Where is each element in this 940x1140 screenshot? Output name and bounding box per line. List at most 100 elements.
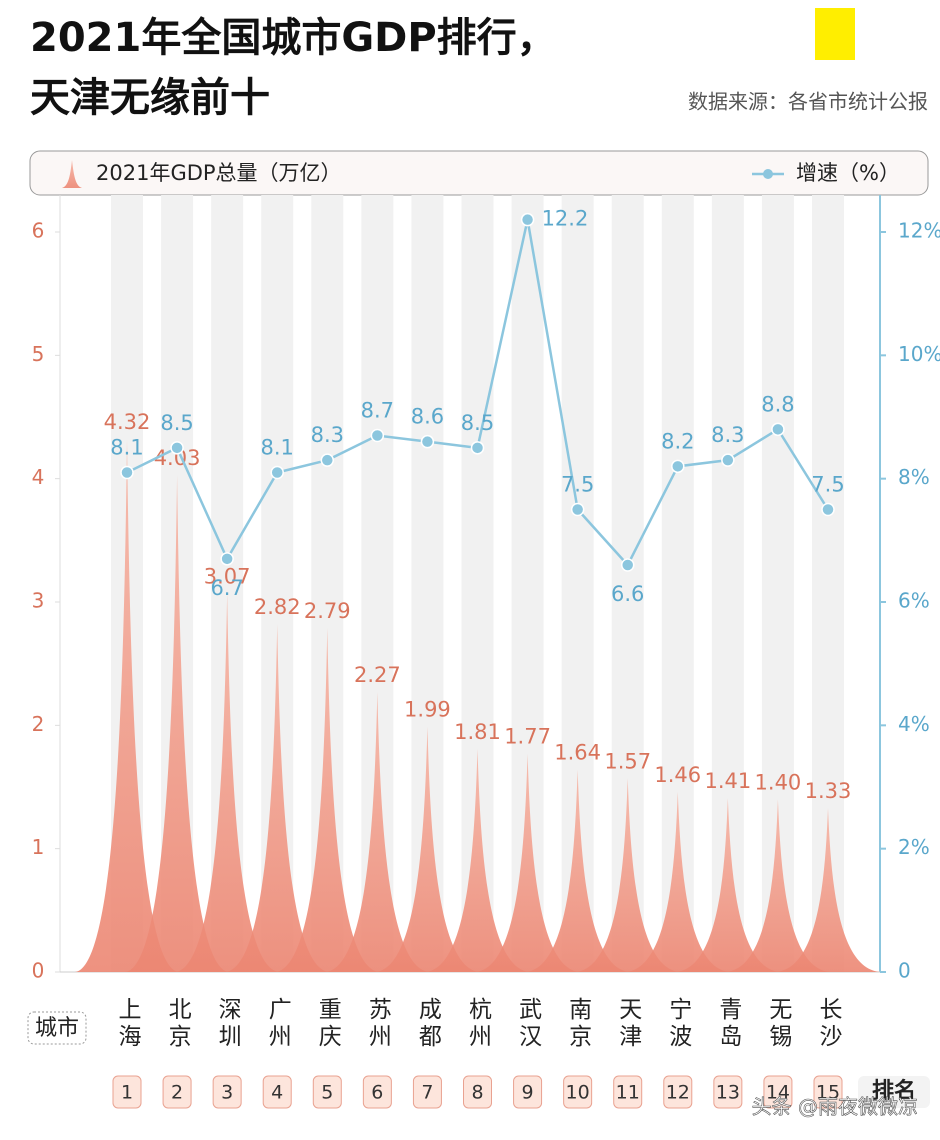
spike <box>575 778 680 972</box>
growth-point <box>320 453 335 467</box>
growth-label: 12.2 <box>542 207 589 231</box>
growth-label: 6.7 <box>210 576 243 600</box>
gdp-label: 1.40 <box>755 770 802 794</box>
category-label: 苏州 <box>364 997 392 1051</box>
growth-point <box>370 428 385 443</box>
growth-point <box>771 422 785 437</box>
category-label: 北京 <box>164 997 192 1051</box>
rank-box <box>412 1075 442 1109</box>
growth-point <box>520 212 535 227</box>
gdp-label: 1.46 <box>654 763 701 787</box>
spike <box>475 753 580 972</box>
rank-label: 14 <box>766 1082 790 1104</box>
rank-box <box>112 1075 142 1109</box>
y-tick-label: 0 <box>32 959 45 983</box>
chart-subtitle: 天津无缘前十 <box>30 75 270 121</box>
category-label: 广州 <box>264 997 292 1051</box>
watermark: 头条 @雨夜微微凉 <box>752 1095 918 1119</box>
rank-label: 13 <box>716 1082 740 1104</box>
gdp-label: 1.57 <box>604 749 651 773</box>
spike <box>75 439 179 972</box>
spike <box>425 748 530 972</box>
rank-box <box>813 1075 843 1109</box>
rank-label: 9 <box>522 1082 534 1104</box>
gdp-label: 2.79 <box>304 599 351 623</box>
rank-label: 7 <box>421 1082 433 1104</box>
category-label: 南京 <box>565 997 592 1051</box>
growth-point <box>120 465 134 480</box>
category-label: 武汉 <box>515 997 543 1051</box>
growth-point <box>470 441 485 455</box>
rank-label: 5 <box>321 1082 333 1104</box>
growth-label: 8.1 <box>261 436 294 460</box>
spike <box>125 474 230 972</box>
legend-label: 增速（%） <box>796 161 900 185</box>
spike <box>225 624 330 972</box>
rank-label: 8 <box>471 1082 483 1104</box>
growth-point <box>671 459 685 474</box>
gdp-label: 1.64 <box>554 741 601 765</box>
y2-tick-label: 6% <box>898 589 930 613</box>
y-tick-label: 3 <box>32 589 45 613</box>
growth-point <box>270 465 284 480</box>
y-tick-label: 6 <box>32 219 45 243</box>
y-tick-label: 2 <box>32 712 45 736</box>
growth-label: 7.5 <box>811 473 844 497</box>
gdp-label: 1.33 <box>805 779 852 803</box>
growth-point <box>570 502 585 517</box>
category-label: 青岛 <box>715 997 742 1051</box>
category-label: 长沙 <box>815 997 843 1051</box>
legend-spike <box>62 160 82 188</box>
spike <box>325 692 430 972</box>
legend: 2021年GDP总量（万亿） 增速（%） <box>62 160 900 188</box>
category-label: 天津 <box>615 997 643 1051</box>
growth-label: 8.5 <box>461 411 494 435</box>
y2-tick-label: 12% <box>898 219 940 243</box>
y-tick-label: 5 <box>32 342 45 366</box>
rank-box <box>362 1075 392 1109</box>
rank-label: 3 <box>221 1082 233 1104</box>
rank-box <box>162 1075 192 1109</box>
category-label: 上海 <box>114 997 142 1051</box>
rank-box <box>513 1075 543 1109</box>
rank-label: 11 <box>616 1082 640 1104</box>
spike <box>375 726 480 972</box>
rank-label: 15 <box>816 1082 840 1104</box>
rank-label: 4 <box>271 1082 283 1104</box>
growth-point <box>821 502 835 517</box>
gdp-label: 1.81 <box>454 720 501 744</box>
rank-label: 2 <box>171 1082 183 1104</box>
growth-point <box>721 453 735 467</box>
rank-label: 6 <box>371 1082 383 1104</box>
source: 数据来源：各省市统计公报 <box>688 90 928 114</box>
growth-label: 8.1 <box>110 436 143 460</box>
gdp-label: 4.32 <box>104 410 151 434</box>
growth-label: 8.7 <box>361 399 394 423</box>
rank-label: 12 <box>666 1082 690 1104</box>
spike <box>776 807 880 972</box>
growth-point <box>420 434 435 449</box>
rank-box <box>713 1075 743 1109</box>
growth-point <box>220 552 234 566</box>
category-label-box <box>27 1011 87 1045</box>
growth-label: 8.8 <box>761 392 794 416</box>
rank-box <box>663 1075 693 1109</box>
category-label: 杭州 <box>465 997 493 1051</box>
growth-label: 8.3 <box>711 423 744 447</box>
y2-tick-label: 4% <box>898 712 930 736</box>
gdp-label: 1.77 <box>504 725 551 749</box>
spike <box>275 627 380 972</box>
highlight <box>815 8 855 60</box>
growth-label: 8.6 <box>411 405 444 429</box>
rank-label-box <box>858 1076 930 1108</box>
category-label: 深圳 <box>214 997 242 1051</box>
gdp-label: 2.27 <box>354 663 401 687</box>
rank-label: 10 <box>566 1082 590 1104</box>
rank-box <box>312 1075 342 1109</box>
category-label: 宁波 <box>665 997 693 1051</box>
growth-point <box>170 441 184 455</box>
spike <box>725 799 830 972</box>
rank-label: 排名 <box>872 1078 916 1104</box>
